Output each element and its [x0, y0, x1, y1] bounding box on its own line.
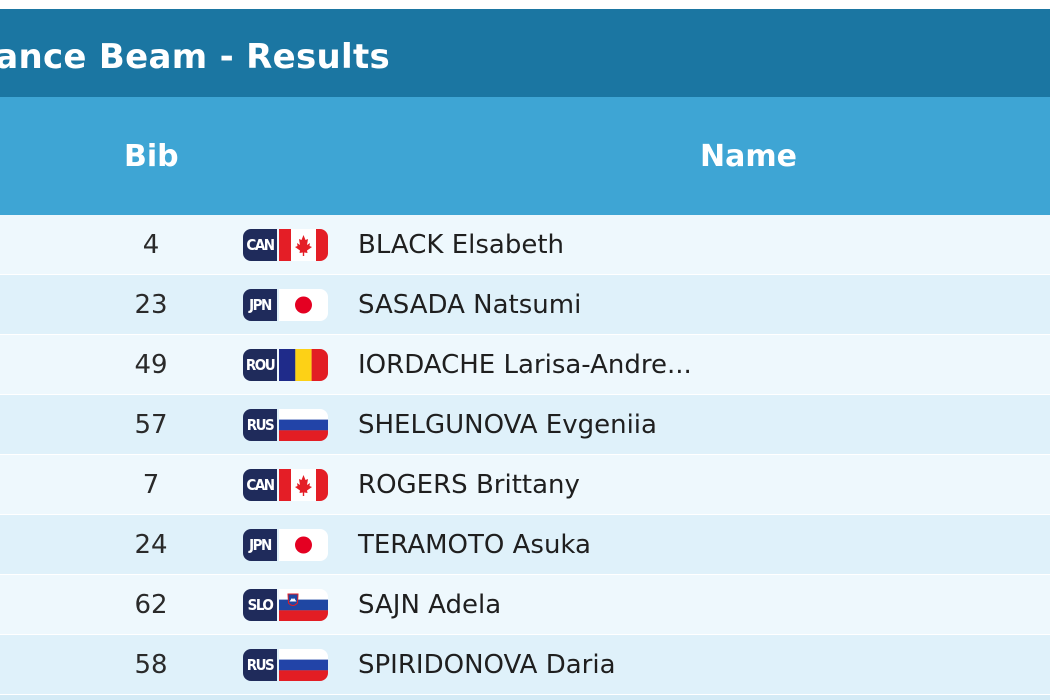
country-flag: JPN — [243, 289, 328, 321]
canada-flag-icon — [279, 469, 328, 501]
country-flag: JPN — [243, 529, 328, 561]
table-row[interactable]: 4 CAN BLACK Elsabeth — [0, 215, 1050, 275]
table-row[interactable]: 49 ROU IORDACHE Larisa-Andre... — [0, 335, 1050, 395]
athlete-name[interactable]: ROGERS Brittany — [358, 470, 580, 500]
athlete-name[interactable]: TERAMOTO Asuka — [358, 530, 591, 560]
noc-code: CAN — [243, 469, 277, 501]
table-row[interactable]: 57 RUS SHELGUNOVA Evgeniia — [0, 395, 1050, 455]
country-flag: RUS — [243, 649, 328, 681]
country-flag: CAN — [243, 469, 328, 501]
bib-number: 62 — [134, 590, 168, 620]
athlete-name[interactable]: SASADA Natsumi — [358, 290, 582, 320]
noc-code: ROU — [243, 349, 277, 381]
noc-code: RUS — [243, 409, 277, 441]
country-flag: ROU — [243, 349, 328, 381]
bib-number: 24 — [134, 530, 168, 560]
table-row[interactable]: 7 CAN ROGERS Brittany — [0, 455, 1050, 515]
athlete-name[interactable]: SAJN Adela — [358, 590, 502, 620]
noc-code: CAN — [243, 229, 277, 261]
bib-number: 7 — [142, 470, 160, 500]
page-title: alance Beam - Results — [0, 37, 391, 77]
bib-number: 4 — [142, 230, 160, 260]
athlete-name[interactable]: SPIRIDONOVA Daria — [358, 650, 616, 680]
results-table-body: 4 CAN BLACK Elsabeth 23 JPN SASADA Natsu… — [0, 215, 1050, 695]
canada-flag-icon — [279, 229, 328, 261]
name-column-header[interactable]: Name — [700, 139, 797, 174]
slovenia-flag-icon — [279, 589, 328, 621]
bib-number: 49 — [134, 350, 168, 380]
russia-flag-icon — [279, 649, 328, 681]
japan-flag-icon — [279, 289, 328, 321]
table-row[interactable]: 24 JPN TERAMOTO Asuka — [0, 515, 1050, 575]
table-row[interactable]: 58 RUS SPIRIDONOVA Daria — [0, 635, 1050, 695]
noc-code: SLO — [243, 589, 277, 621]
japan-flag-icon — [279, 529, 328, 561]
table-row[interactable]: 62 SLO SAJN Adela — [0, 575, 1050, 635]
athlete-name[interactable]: BLACK Elsabeth — [358, 230, 565, 260]
noc-code: RUS — [243, 649, 277, 681]
table-header: nk Bib Name — [0, 97, 1050, 215]
bib-number: 58 — [134, 650, 168, 680]
country-flag: SLO — [243, 589, 328, 621]
table-bottom-border — [0, 695, 1050, 700]
noc-code: JPN — [243, 289, 277, 321]
noc-code: JPN — [243, 529, 277, 561]
bib-column-header[interactable]: Bib — [124, 139, 179, 174]
table-row[interactable]: 23 JPN SASADA Natsumi — [0, 275, 1050, 335]
title-bar: alance Beam - Results — [0, 9, 1050, 97]
athlete-name[interactable]: IORDACHE Larisa-Andre... — [358, 350, 692, 380]
bib-number: 57 — [134, 410, 168, 440]
romania-flag-icon — [279, 349, 328, 381]
country-flag: CAN — [243, 229, 328, 261]
athlete-name[interactable]: SHELGUNOVA Evgeniia — [358, 410, 657, 440]
bib-number: 23 — [134, 290, 168, 320]
country-flag: RUS — [243, 409, 328, 441]
russia-flag-icon — [279, 409, 328, 441]
